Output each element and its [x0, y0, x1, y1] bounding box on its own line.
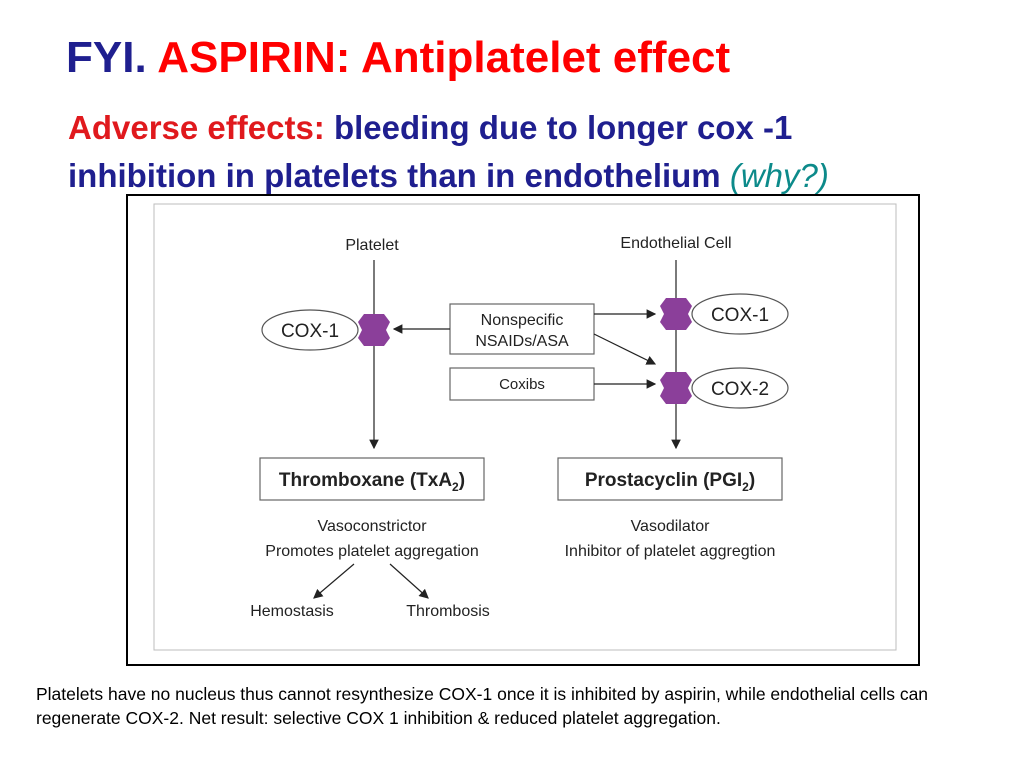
- nsaids-box: [449, 303, 595, 355]
- thromboxane-box: [259, 457, 485, 501]
- cox-pathway-diagram: Platelet Endothelial Cell COX-1 COX-1 CO…: [153, 203, 897, 651]
- subtitle-line2-text: inhibition in platelets than in endothel…: [68, 157, 721, 194]
- adverse-effects-label: Adverse effects:: [68, 109, 325, 146]
- cox-pathway-figure: Platelet Endothelial Cell COX-1 COX-1 CO…: [126, 194, 920, 666]
- slide-title: FYI. ASPIRIN: Antiplatelet effect: [66, 30, 730, 86]
- platelet-label: Platelet: [345, 237, 399, 254]
- cox1-endothelial-ellipse: [691, 293, 789, 335]
- to-hemostasis-arrow: [313, 563, 355, 599]
- blocker-shape-endothelial-cox1: [660, 298, 692, 330]
- thromboxane-label: Thromboxane (TxA2): [279, 470, 465, 494]
- why-question: (why?): [729, 157, 829, 194]
- inner-frame: [153, 203, 897, 651]
- cox2-endothelial-label: COX-2: [711, 379, 769, 400]
- to-thrombosis-arrow: [389, 563, 429, 599]
- slide-subtitle: Adverse effects: bleeding due to longer …: [68, 104, 829, 200]
- endothelial-cell-label: Endothelial Cell: [620, 235, 731, 252]
- nsaids-line2: NSAIDs/ASA: [475, 333, 569, 350]
- blocker-shape-endothelial-cox2: [660, 372, 692, 404]
- hemostasis-text: Hemostasis: [250, 603, 334, 620]
- subtitle-line-1: Adverse effects: bleeding due to longer …: [68, 104, 829, 152]
- vasodilator-text: Vasodilator: [631, 518, 711, 535]
- cox2-endothelial-ellipse: [691, 367, 789, 409]
- thrombosis-text: Thrombosis: [406, 603, 490, 620]
- subtitle-line-2: inhibition in platelets than in endothel…: [68, 152, 829, 200]
- cox1-endothelial-label: COX-1: [711, 305, 769, 326]
- vasoconstrictor-text: Vasoconstrictor: [317, 518, 427, 535]
- prostacyclin-box: [557, 457, 783, 501]
- coxibs-box: [449, 367, 595, 401]
- subtitle-line1-text: bleeding due to longer cox -1: [333, 109, 793, 146]
- cox1-platelet-ellipse: [261, 309, 359, 351]
- nsaids-to-cox2-endothelial-arrow: [593, 333, 657, 365]
- coxibs-label: Coxibs: [499, 376, 545, 393]
- explanation-caption: Platelets have no nucleus thus cannot re…: [36, 684, 929, 728]
- title-main: ASPIRIN: Antiplatelet effect: [157, 33, 731, 82]
- cox1-platelet-label: COX-1: [281, 321, 339, 342]
- blocker-shape-platelet: [358, 314, 390, 346]
- nsaids-line1: Nonspecific: [481, 312, 564, 329]
- promotes-aggregation-text: Promotes platelet aggregation: [265, 543, 478, 560]
- prostacyclin-label: Prostacyclin (PGI2): [585, 470, 755, 494]
- inhibitor-aggregation-text: Inhibitor of platelet aggregtion: [565, 543, 776, 560]
- title-prefix: FYI.: [66, 33, 147, 82]
